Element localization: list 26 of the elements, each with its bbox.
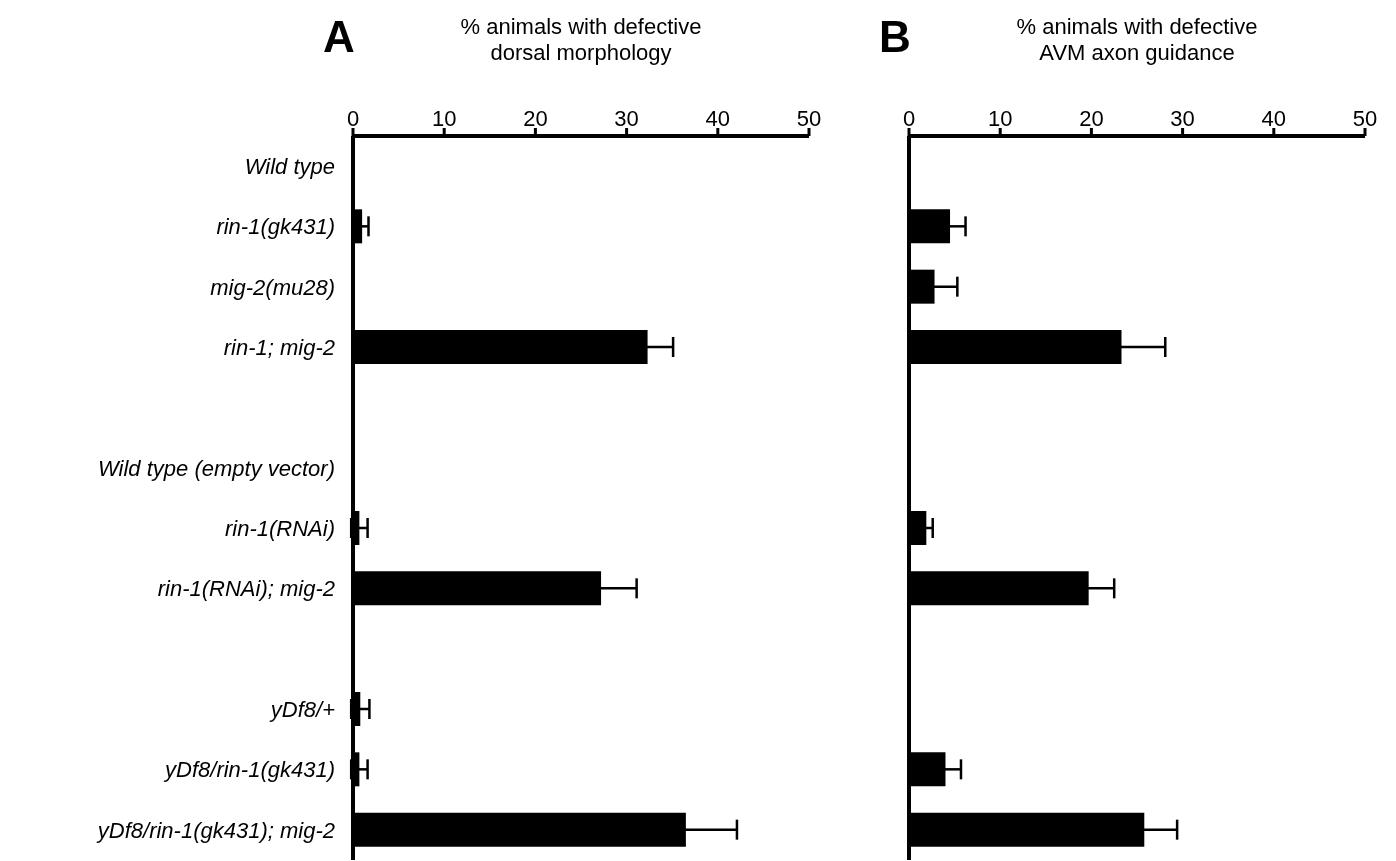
x-tick-label: 50 xyxy=(1352,106,1378,131)
y-tick-label: rin-1(RNAi); mig-2 xyxy=(157,576,335,602)
chart-title: B xyxy=(879,12,911,62)
x-tick-label: 20 xyxy=(1079,106,1104,131)
x-tick-label: 0 xyxy=(902,106,916,131)
y-tick-label: Wild type xyxy=(244,153,335,179)
y-tick-label: rin-1; mig-2 xyxy=(223,334,335,360)
chart-title: A xyxy=(323,12,355,62)
x-tick-label: 20 xyxy=(523,106,548,131)
y-tick-label: rin-1(RNAi) xyxy=(225,515,335,541)
x-tick-label: 50 xyxy=(796,106,822,131)
x-axis-title: % animals with defective dorsal morphology xyxy=(459,14,703,66)
y-tick-label: yDf8/rin-1(gk431) xyxy=(163,757,335,783)
x-tick-label: 30 xyxy=(614,106,639,131)
x-axis-title: % animals with defective AVM axon guidance xyxy=(1015,14,1259,66)
y-tick-label: rin-1(gk431) xyxy=(216,214,335,240)
x-tick-label: 0 xyxy=(346,106,360,131)
x-tick-label: 40 xyxy=(705,106,731,131)
x-tick-label: 40 xyxy=(1261,106,1287,131)
y-tick-label: mig-2(mu28) xyxy=(210,274,335,300)
x-tick-label: 10 xyxy=(987,106,1013,131)
y-tick-label: yDf8/+ xyxy=(268,696,336,722)
y-tick-label: Wild type (empty vector) xyxy=(98,455,335,481)
x-tick-label: 30 xyxy=(1170,106,1195,131)
x-tick-label: 10 xyxy=(431,106,457,131)
y-tick-label: yDf8/rin-1(gk431); mig-2 xyxy=(95,817,335,843)
